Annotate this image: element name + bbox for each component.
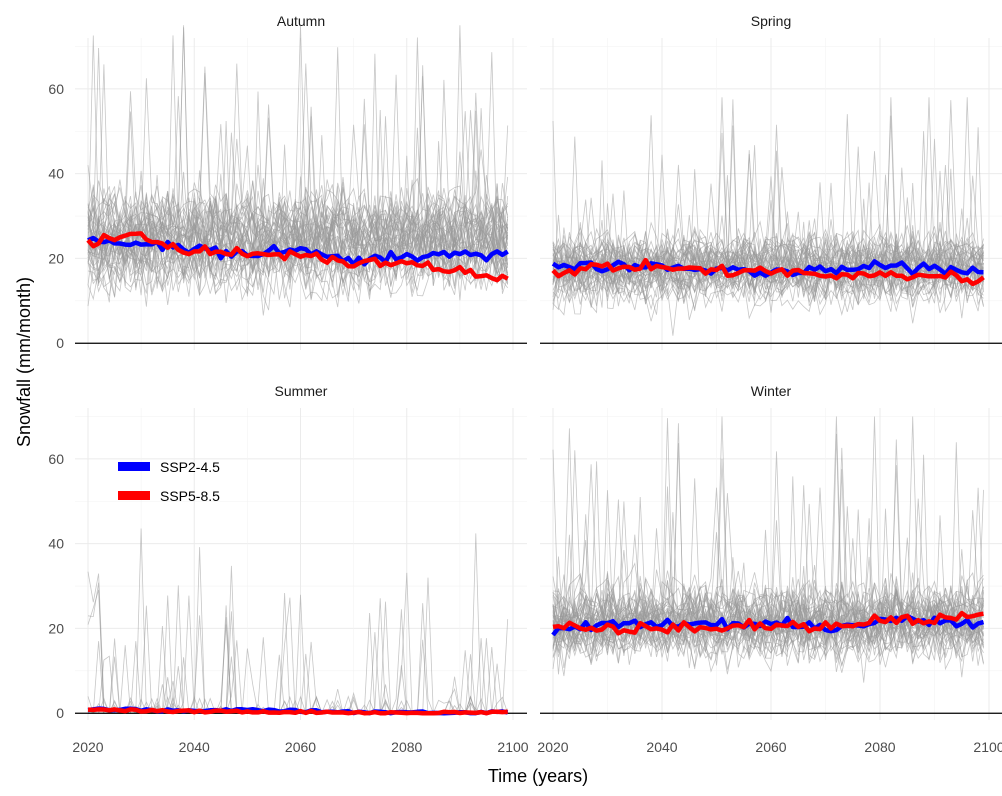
- panel-title: Winter: [751, 383, 792, 399]
- y-tick-label: 0: [56, 335, 64, 351]
- grid: [540, 408, 1002, 720]
- ensemble-member-line: [87, 533, 508, 714]
- y-tick-label: 20: [48, 620, 64, 636]
- panel-winter: Winter 2020 2040 2060 2080 2100: [537, 383, 1002, 755]
- ensemble-member-line: [552, 199, 984, 291]
- ensemble-member-line: [552, 131, 984, 319]
- ensemble-member-line: [552, 486, 984, 657]
- ensemble-member-line: [87, 528, 509, 715]
- y-axis-title: Snowfall (mm/month): [14, 277, 34, 447]
- grid: [75, 408, 527, 720]
- series-line-ssp585: [87, 707, 508, 716]
- ensemble-member-line: [552, 443, 984, 666]
- legend-key-ssp245: [118, 462, 150, 471]
- legend: SSP2-4.5 SSP5-8.5: [118, 459, 220, 504]
- y-tick-label: 40: [48, 536, 64, 552]
- x-tick-label: 2040: [179, 739, 210, 755]
- series-line-ssp245: [551, 613, 985, 637]
- x-tick-label: 2020: [72, 739, 103, 755]
- ensemble-lines: [87, 528, 509, 715]
- x-axis-title: Time (years): [488, 766, 588, 786]
- ensemble-member-line: [87, 111, 509, 271]
- ensemble-member-line: [87, 63, 509, 252]
- series-line-ssp585: [86, 231, 509, 283]
- ensemble-member-line: [87, 132, 509, 296]
- x-tick-label: 2060: [755, 739, 786, 755]
- ensemble-member-line: [552, 454, 984, 678]
- legend-label-ssp585: SSP5-8.5: [160, 488, 220, 504]
- panel-title: Autumn: [277, 13, 325, 29]
- y-tick-label: 0: [56, 705, 64, 721]
- x-tick-label: 2100: [497, 739, 528, 755]
- ensemble-member-line: [87, 224, 509, 302]
- ensemble-member-line: [552, 124, 984, 289]
- panel-spring: Spring: [540, 13, 1002, 350]
- series-line-ssp585: [552, 610, 984, 636]
- x-tick-label: 2100: [973, 739, 1002, 755]
- ensemble-member-line: [552, 599, 984, 673]
- panel-title: Summer: [275, 383, 328, 399]
- legend-key-ssp585: [118, 491, 150, 500]
- ensemble-member-line: [552, 498, 984, 649]
- ensemble-member-line: [87, 224, 509, 307]
- grid: [540, 38, 1002, 350]
- series-line-ssp585: [551, 257, 985, 287]
- y-tick-label: 60: [48, 81, 64, 97]
- ensemble-member-line: [87, 35, 509, 289]
- x-tick-label: 2040: [646, 739, 677, 755]
- y-tick-label: 40: [48, 166, 64, 182]
- y-tick-label: 60: [48, 451, 64, 467]
- ensemble-member-line: [87, 165, 509, 253]
- panel-title: Spring: [751, 13, 791, 29]
- ensemble-lines: [552, 416, 984, 683]
- x-tick-label: 2080: [391, 739, 422, 755]
- ensemble-member-line: [552, 182, 984, 311]
- panel-autumn: Autumn 0 20 40 60: [48, 13, 527, 351]
- ensemble-member-line: [552, 214, 984, 306]
- ensemble-member-line: [552, 428, 984, 638]
- ensemble-lines: [552, 97, 984, 336]
- x-tick-label: 2080: [864, 739, 895, 755]
- y-tick-label: 20: [48, 250, 64, 266]
- ensemble-member-line: [552, 512, 984, 665]
- x-tick-label: 2060: [285, 739, 316, 755]
- legend-label-ssp245: SSP2-4.5: [160, 459, 220, 475]
- x-tick-label: 2020: [537, 739, 568, 755]
- ensemble-member-line: [87, 25, 509, 263]
